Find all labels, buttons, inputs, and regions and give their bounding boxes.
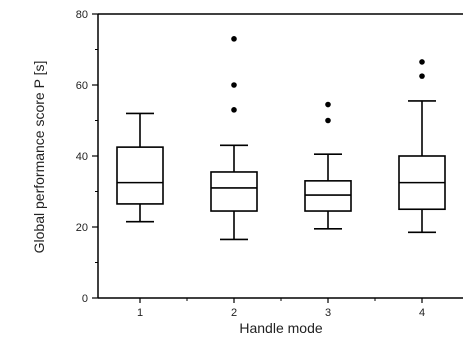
iqr-box	[210, 171, 258, 212]
outlier-point	[231, 107, 237, 113]
y-tick-label: 60	[76, 80, 88, 92]
outlier-point	[419, 59, 425, 65]
y-tick-label: 0	[82, 293, 88, 305]
box-group-2	[210, 36, 258, 241]
x-tick-label: 3	[325, 307, 331, 319]
x-tick-label: 4	[419, 307, 425, 319]
x-axis-title: Handle mode	[239, 320, 322, 336]
box-group-1	[116, 112, 164, 223]
y-tick-label: 80	[76, 9, 88, 21]
x-tick-label: 1	[137, 307, 143, 319]
x-tick-label: 2	[231, 307, 237, 319]
y-axis-title: Global performance score P [s]	[31, 61, 47, 254]
outlier-point	[419, 73, 425, 79]
outlier-point	[325, 117, 331, 124]
x-axis: 1 2 3 4	[137, 298, 425, 319]
outlier-point	[231, 36, 237, 42]
outlier-point	[231, 82, 237, 88]
box-group-3	[304, 101, 352, 230]
iqr-box	[304, 180, 352, 212]
box-group-4	[398, 59, 446, 234]
y-tick-label: 40	[76, 151, 88, 163]
outlier-point	[325, 101, 331, 108]
y-tick-label: 20	[76, 222, 88, 234]
boxes	[116, 36, 446, 241]
iqr-box	[116, 146, 164, 205]
y-axis: 0 20 40 60 80	[76, 9, 98, 305]
